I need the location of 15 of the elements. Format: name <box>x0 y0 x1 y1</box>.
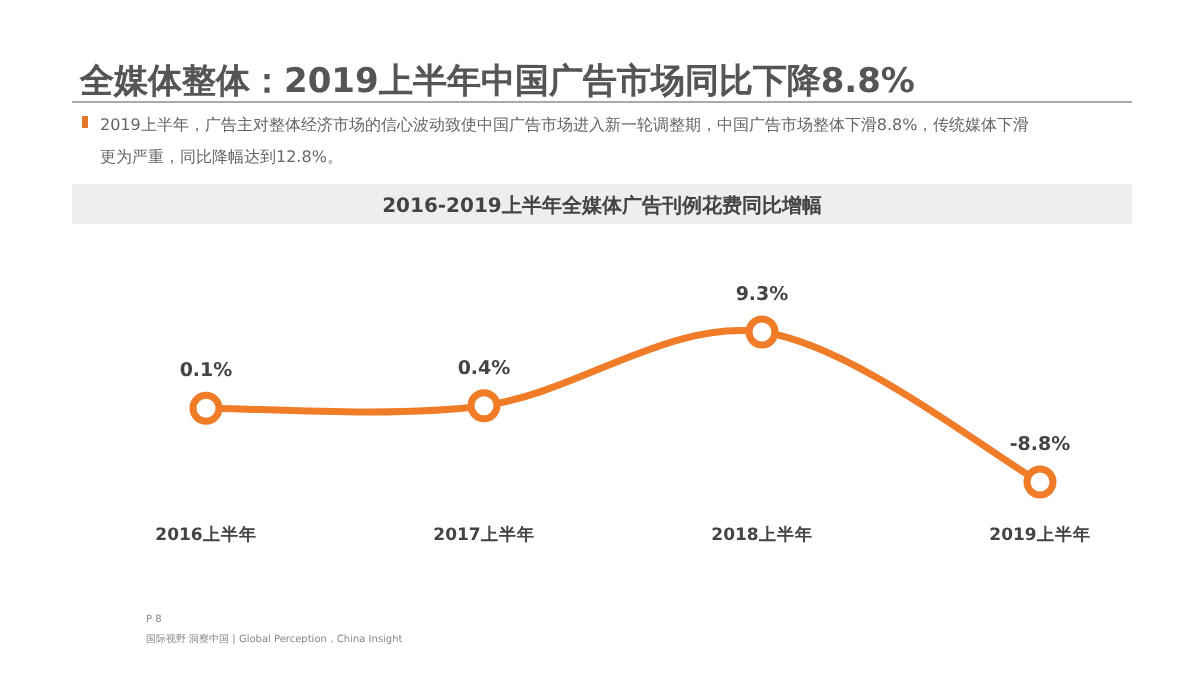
text: 2016-2019上半年全媒体广告刊例花费同比增幅 <box>382 194 822 218</box>
point <box>189 391 223 425</box>
x-tick-label: 2018上半年 <box>711 524 813 546</box>
point <box>1023 465 1057 499</box>
data-label: 0.1% <box>179 360 234 383</box>
x-tick-label: 2017上半年 <box>433 524 535 546</box>
x-tick-label: 2016上半年 <box>155 524 257 546</box>
data-label: -8.8% <box>1009 434 1072 456</box>
data-label: 9.3% <box>735 284 790 306</box>
point <box>745 315 779 349</box>
x-tick-label: 2019上半年 <box>989 524 1091 546</box>
chart-subtitle: 2019上半年，广告主对整体经济市场的信心波动致使中国广告市场进入新一轮调整期，中国广告市场整体下滑8.8%，传统媒体下滑更为严重，同比降幅达到12.8%。 <box>100 116 1030 166</box>
point <box>467 389 501 423</box>
data-label: 0.4% <box>457 357 512 380</box>
chart-title: 全媒体整体：2019上半年中国广告市场同比下降8.8% <box>78 62 915 102</box>
